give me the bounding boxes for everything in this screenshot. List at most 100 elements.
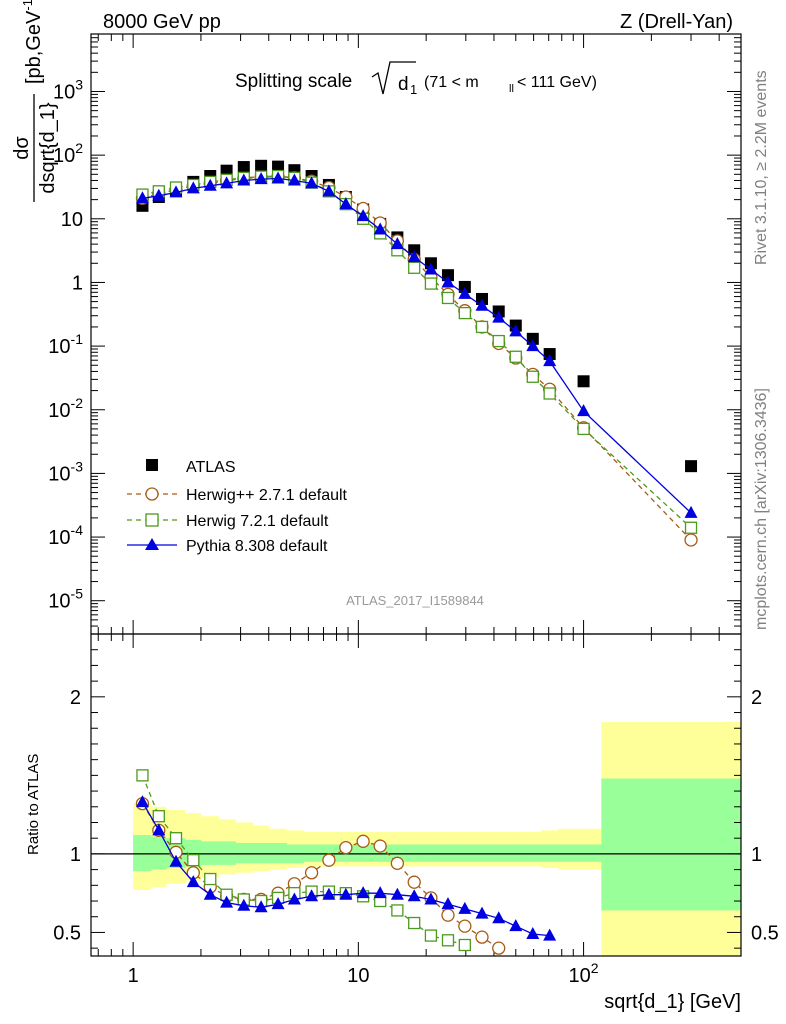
main-series-3-point	[543, 354, 557, 367]
main-series-3-point	[305, 176, 319, 189]
main-y-tick-label-0: 10-5	[48, 586, 83, 613]
main-series-3-point	[203, 178, 217, 191]
main-series-0-point	[685, 460, 698, 473]
main-series-3-point	[441, 275, 455, 288]
main-series-3-point	[220, 176, 234, 189]
ratio-axes: 0.5 0.51 12 21 10 102	[53, 649, 779, 987]
ratio-series-2-point	[390, 887, 404, 900]
legend-marker-atlas	[146, 459, 158, 471]
ratio-band-stat	[601, 778, 742, 911]
ratio-series-0-point	[322, 853, 336, 867]
legend-label-pythia: Pythia 8.308 default	[186, 538, 328, 555]
ratio-series-1-point	[458, 938, 471, 952]
analysis-id: ATLAS_2017_I1589844	[346, 593, 484, 608]
ratio-series-0-point	[390, 856, 405, 870]
ratio-series-1-point	[408, 916, 421, 930]
ratio-series-0-point	[407, 875, 421, 889]
ratio-series-2-point	[509, 919, 523, 932]
ratio-series-0-line	[141, 803, 500, 949]
ratio-series-0-point	[356, 834, 370, 848]
ratio-series-0-point	[373, 839, 387, 853]
ratio-series-1-point	[136, 769, 149, 782]
main-series-2-point	[526, 370, 539, 383]
main-series-3-point	[339, 197, 353, 210]
header-right: Z (Drell-Yan)	[620, 11, 733, 33]
ratio-x-tick-label-1: 10	[347, 965, 369, 987]
main-y-tick-label-4-exp: -1	[71, 331, 84, 347]
main-series-0-point	[255, 159, 268, 172]
ratio-series-1-point	[204, 872, 217, 886]
main-series-2-point	[492, 334, 505, 348]
ratio-band-stat	[218, 841, 236, 865]
main-series-2-point	[577, 422, 590, 436]
ratio-series-2-point	[135, 795, 149, 808]
main-series-0-point	[272, 160, 285, 173]
main-series-3-point	[509, 324, 523, 337]
ratio-band-stat	[133, 835, 152, 872]
main-series-3-point	[577, 404, 591, 417]
ratio-series-1-line	[141, 775, 465, 946]
ratio-series-1-point	[441, 934, 455, 947]
main-series-0-point	[237, 161, 250, 174]
ratio-x-tick-label-0: 1	[128, 965, 139, 987]
ratio-band-stat	[252, 842, 270, 864]
ratio-series-2-point	[237, 898, 251, 911]
main-series-3-point	[237, 173, 251, 186]
ratio-x-tick-label-1-base: 10	[347, 965, 369, 987]
main-series-0-point	[577, 375, 590, 388]
main-series-3-point	[322, 184, 336, 197]
ratio-series-2-point	[287, 892, 301, 905]
ratio-series-2-point	[356, 886, 370, 899]
ratio-series-2-point	[441, 897, 455, 910]
main-series-3-point	[152, 188, 166, 201]
main-series-3-point	[271, 171, 285, 184]
header-left: 8000 GeV pp	[103, 11, 221, 33]
ratio-series-0-point	[458, 919, 472, 933]
ratio-x-tick-label-2: 102	[569, 960, 599, 987]
ratio-series-2-point	[339, 887, 353, 900]
main-y-tick-label-5-base: 1	[72, 272, 83, 294]
ratio-series-2-point	[373, 886, 387, 899]
main-series-3-point	[356, 209, 370, 222]
ratio-series-1-point	[152, 810, 165, 823]
main-series-2-point	[408, 261, 421, 274]
main-y-tick-label-1-exp: -4	[71, 522, 84, 538]
ratio-y-tick-label-left-2: 2	[70, 687, 81, 709]
ratio-series-1-point	[187, 854, 200, 867]
main-series-3-point	[287, 173, 301, 186]
ratio-band-stat	[388, 844, 406, 862]
legend: ATLAS Herwig++ 2.7.1 default Herwig 7.2.…	[127, 459, 348, 555]
ylabel-unit-main: [pb,GeV	[23, 10, 45, 84]
main-series-2-point	[441, 291, 455, 305]
main-series-2-point	[458, 306, 471, 320]
main-series-3-point	[373, 222, 387, 235]
title-cut-end: < 111 GeV)	[517, 74, 597, 91]
rivet-label: Rivet 3.1.10, ≥ 2.2M events	[753, 70, 770, 265]
main-series-3-point	[684, 505, 698, 518]
ratio-band-stat	[303, 844, 322, 862]
main-series-3-point	[475, 298, 489, 311]
main-y-tick-label-3-exp: -2	[71, 395, 84, 411]
main-y-tick-label-7-base: 10	[53, 145, 75, 167]
ylabel-unit: [pb,GeV-1]	[20, 0, 45, 84]
main-series-0-point	[543, 348, 556, 361]
main-series-3-point	[169, 185, 183, 198]
main-y-tick-label-4-base: 10	[48, 336, 70, 358]
legend-label-herwigpp: Herwig++ 2.7.1 default	[186, 487, 348, 504]
ratio-series-2-point	[203, 887, 217, 900]
main-y-tick-label-6: 10	[61, 209, 83, 231]
main-series-3-point	[526, 339, 540, 352]
ratio-series-2-point	[424, 892, 438, 905]
main-series-3-point	[492, 310, 506, 323]
ratio-band-stat	[405, 844, 424, 862]
ratio-x-tick-label-2-base: 10	[569, 965, 591, 987]
ylabel-numerator: dσ	[11, 136, 33, 160]
ratio-band-stat	[422, 844, 440, 862]
ratio-y-tick-label-right-1: 1	[751, 844, 762, 866]
ratio-series-1-point	[424, 929, 438, 942]
legend-marker-pythia	[145, 538, 159, 550]
ratio-band-stat	[150, 836, 167, 870]
ratio-y-label: Ratio to ATLAS	[25, 754, 42, 855]
